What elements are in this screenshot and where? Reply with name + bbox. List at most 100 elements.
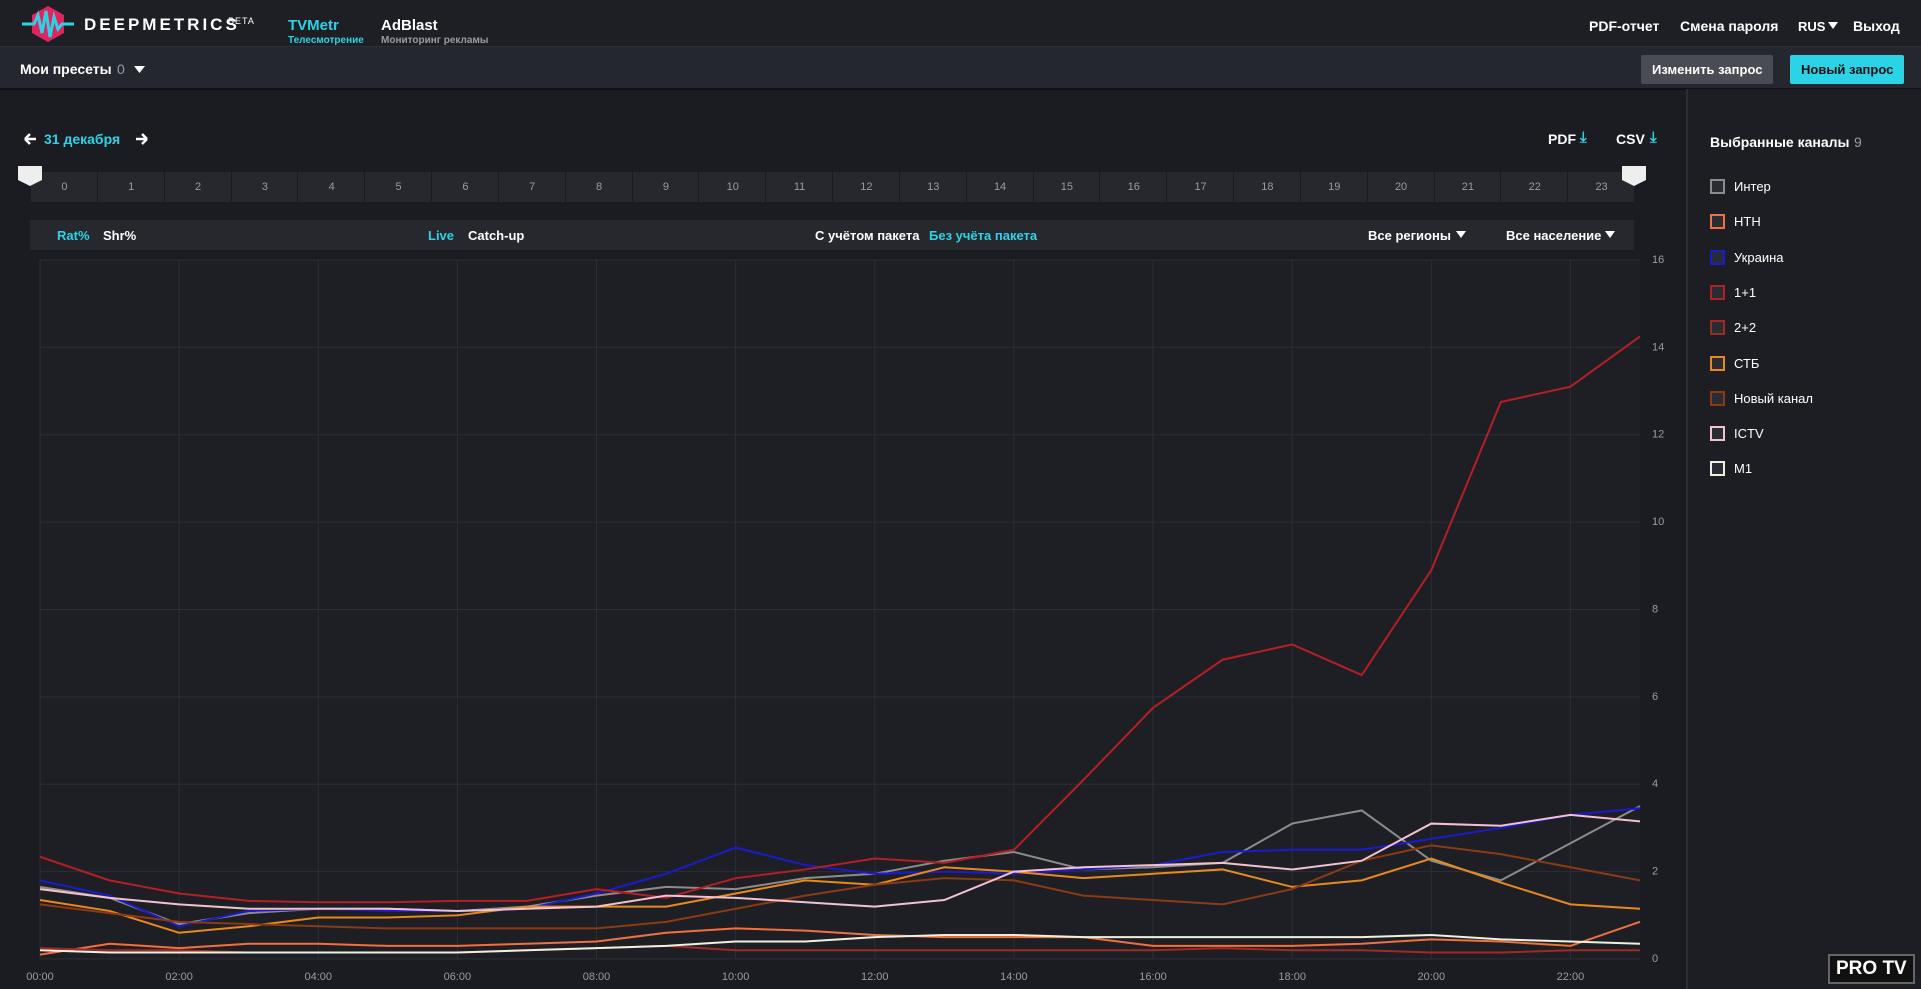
legend-item[interactable]: ICTV xyxy=(1710,426,1764,442)
series-line xyxy=(39,813,1641,912)
timeline-hour[interactable]: 16 xyxy=(1099,172,1167,202)
y-tick-label: 16 xyxy=(1652,255,1664,266)
legend-label: 2+2 xyxy=(1734,320,1757,336)
x-tick-label: 16:00 xyxy=(1139,971,1167,983)
timeline-hour[interactable]: 15 xyxy=(1032,172,1101,202)
timeline-hour[interactable]: 7 xyxy=(497,172,566,202)
x-tick-label: 04:00 xyxy=(304,971,332,983)
channels-panel: Выбранные каналы 9 Интер НТН Украина 1+1 2+2… xyxy=(1686,89,1921,989)
date[interactable]: 31 декабря xyxy=(44,131,121,147)
caret xyxy=(1605,231,1615,238)
nav-subtitle: Телесмотрение xyxy=(288,35,364,46)
legend-label: СТБ xyxy=(1734,355,1760,371)
next-arrow[interactable] xyxy=(134,133,148,145)
x-tick-label: 18:00 xyxy=(1278,971,1306,983)
legend-item[interactable]: Новый канал xyxy=(1710,390,1813,406)
link[interactable]: Выход xyxy=(1853,18,1900,34)
series-line xyxy=(39,844,1641,930)
legend-item[interactable]: НТН xyxy=(1710,214,1761,230)
caret xyxy=(1456,231,1466,238)
link[interactable]: PDF-отчет xyxy=(1589,18,1660,34)
timeline-hour[interactable]: 20 xyxy=(1366,172,1435,202)
series-line xyxy=(39,933,1641,954)
y-tick-label: 14 xyxy=(1652,341,1664,353)
timeline-hour[interactable]: 21 xyxy=(1433,172,1502,202)
timeline-hour[interactable]: 5 xyxy=(364,172,432,202)
watermark: PRO TV xyxy=(1828,954,1915,984)
legend-swatch xyxy=(1710,461,1725,477)
timeline-hour[interactable]: 17 xyxy=(1166,172,1234,202)
timeline-hour[interactable]: 1 xyxy=(96,172,165,202)
timeline-hour[interactable]: 6 xyxy=(431,172,499,202)
legend-swatch xyxy=(1710,249,1725,265)
new-button[interactable]: Новый запрос xyxy=(1790,55,1905,84)
filter-bar: Rat% Shr% Live Catch-up С учётом пакета … xyxy=(30,220,1634,250)
top-bar: DEEPMETRICS BETA TVMetr Телесмотрение Ad… xyxy=(0,0,1921,47)
population-select[interactable]: Все население xyxy=(1506,228,1602,243)
timeline[interactable]: 0 1 2 3 4 5 6 7 8 9 10 11 12 13 14 15 16 17 18 19 20 21 22 23 xyxy=(18,166,1646,202)
timeline-hour[interactable]: 12 xyxy=(832,172,900,202)
legend-label: Интер xyxy=(1734,179,1771,194)
range-handle xyxy=(1622,166,1646,186)
region-select[interactable]: Все регионы xyxy=(1368,228,1451,243)
nav-tab[interactable]: TVMetr xyxy=(288,17,339,34)
timeline-hour[interactable]: 8 xyxy=(564,172,633,202)
series-line xyxy=(39,920,1641,956)
logo-badge: BETA xyxy=(228,16,255,26)
filter-option[interactable]: Shr% xyxy=(103,228,137,243)
presets-bar: Мои пресеты 0 Изменить запрос Новый запр… xyxy=(0,47,1921,90)
legend-label: Украина xyxy=(1734,249,1784,265)
legend-swatch xyxy=(1710,214,1725,230)
caret xyxy=(134,66,145,73)
series-line xyxy=(39,335,1641,904)
timeline-hour[interactable]: 13 xyxy=(898,172,967,202)
legend-label: 1+1 xyxy=(1734,284,1757,300)
filter-option[interactable]: Без учёта пакета xyxy=(929,228,1038,243)
series-line xyxy=(39,857,1641,934)
prev-arrow[interactable] xyxy=(24,133,38,145)
timeline-hour[interactable]: 3 xyxy=(230,172,299,202)
timeline-hour[interactable]: 22 xyxy=(1500,172,1568,202)
export-link[interactable]: PDF xyxy=(1548,131,1576,147)
y-tick-label: 0 xyxy=(1652,953,1658,965)
filter-option[interactable]: Live xyxy=(428,228,455,243)
timeline-hour[interactable]: 0 xyxy=(30,172,98,202)
legend-item[interactable]: M1 xyxy=(1710,461,1752,477)
timeline-hour[interactable]: 14 xyxy=(965,172,1034,202)
filter-option[interactable]: Catch-up xyxy=(468,228,525,243)
nav-tab[interactable]: AdBlast xyxy=(381,17,438,34)
legend-label: НТН xyxy=(1734,214,1761,230)
language[interactable]: RUS xyxy=(1798,19,1826,34)
timeline-hour[interactable]: 23 xyxy=(1567,172,1635,202)
timeline-hour[interactable]: 11 xyxy=(765,172,833,202)
logo-icon xyxy=(22,6,74,42)
legend-label: Новый канал xyxy=(1734,390,1813,406)
timeline-hour[interactable]: 18 xyxy=(1233,172,1301,202)
presets-label[interactable]: Мои пресеты xyxy=(20,61,112,77)
link[interactable]: Смена пароля xyxy=(1680,18,1779,34)
legend-item[interactable]: 1+1 xyxy=(1710,284,1757,300)
edit-button[interactable]: Изменить запрос xyxy=(1641,55,1774,84)
filter-option[interactable]: Rat% xyxy=(57,228,90,243)
x-tick-label: 06:00 xyxy=(444,971,472,983)
y-tick-label: 6 xyxy=(1652,691,1658,703)
legend-item[interactable]: Интер xyxy=(1710,179,1771,194)
legend-item[interactable]: 2+2 xyxy=(1710,320,1757,336)
timeline-hour[interactable]: 4 xyxy=(297,172,365,202)
logo-text: DEEPMETRICS xyxy=(84,15,240,34)
timeline-hour[interactable]: 10 xyxy=(698,172,766,202)
x-tick-label: 12:00 xyxy=(861,971,889,983)
filter-option[interactable]: С учётом пакета xyxy=(815,228,920,243)
timeline-hour[interactable]: 9 xyxy=(631,172,700,202)
range-handle xyxy=(18,166,42,186)
legend-swatch xyxy=(1710,390,1725,406)
caret xyxy=(1828,22,1838,29)
timeline-hour[interactable]: 19 xyxy=(1299,172,1368,202)
export-link[interactable]: CSV xyxy=(1616,131,1645,147)
legend-item[interactable]: СТБ xyxy=(1710,355,1760,371)
legend-item[interactable]: Украина xyxy=(1710,249,1784,265)
x-tick-label: 00:00 xyxy=(26,971,54,983)
timeline-hour[interactable]: 2 xyxy=(163,172,232,202)
x-tick-label: 14:00 xyxy=(1000,971,1028,983)
